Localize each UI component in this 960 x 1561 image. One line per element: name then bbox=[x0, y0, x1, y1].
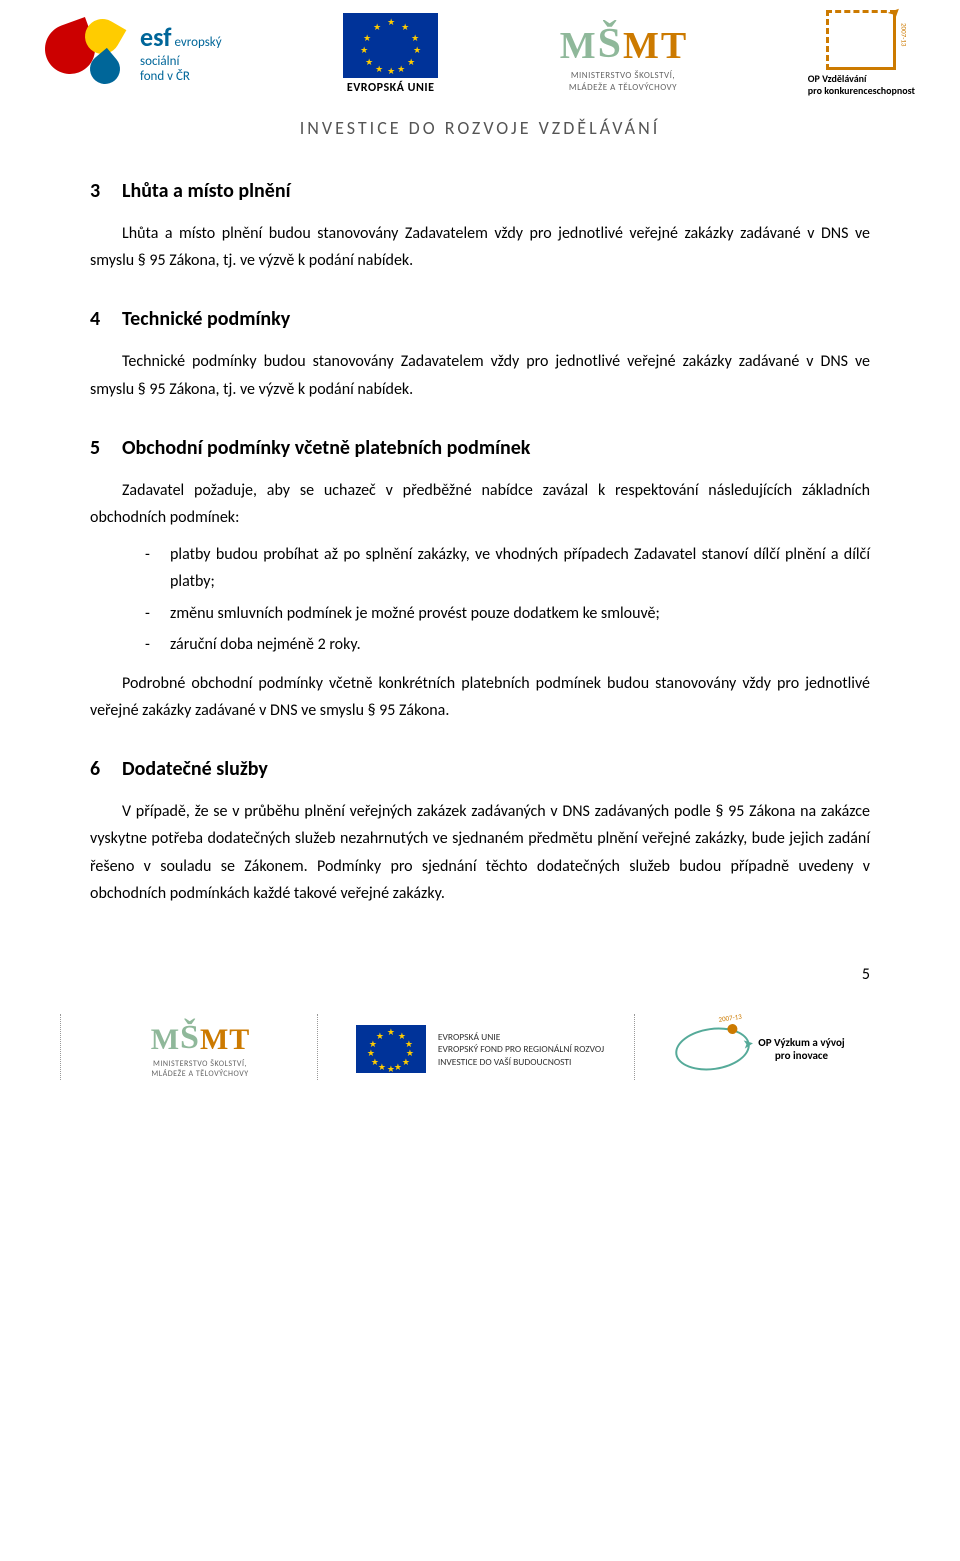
footer-eu-flag-icon: ★ ★ ★ ★ ★ ★ ★ ★ ★ ★ ★ ★ bbox=[356, 1025, 426, 1073]
section-6-p1: V případě, že se v průběhu plnění veřejn… bbox=[90, 798, 870, 907]
esf-line2: sociální bbox=[140, 54, 222, 70]
section-4-p1: Technické podmínky budou stanovovány Zad… bbox=[90, 348, 870, 402]
footer-opvv: 2007-13 OP Výzkum a vývoj pro inovace bbox=[620, 1028, 900, 1070]
opvk-text: OP Vzdělávání pro konkurenceschopnost bbox=[808, 73, 915, 97]
esf-line3: fond v ČR bbox=[140, 69, 222, 85]
opvv-l2: pro inovace bbox=[758, 1049, 844, 1062]
heading-4-title: Technické podmínky bbox=[122, 302, 290, 336]
eu-flag-icon: ★ ★ ★ ★ ★ ★ ★ ★ ★ ★ ★ ★ bbox=[343, 13, 438, 78]
msmt-symbol-icon: MŠMT bbox=[560, 13, 686, 68]
list-item: změnu smluvních podmínek je možné provés… bbox=[145, 600, 870, 627]
section-5-p2: Podrobné obchodní podmínky včetně konkré… bbox=[90, 670, 870, 724]
section-3: 3 Lhůta a místo plnění Lhůta a místo pln… bbox=[90, 174, 870, 274]
footer-msmt-l2: MLÁDEŽE A TĚLOVÝCHOVY bbox=[151, 1069, 248, 1079]
footer-eu-l1: EVROPSKÁ UNIE bbox=[438, 1031, 604, 1043]
footer-eu-l2: EVROPSKÝ FOND PRO REGIONÁLNÍ ROZVOJ bbox=[438, 1043, 604, 1055]
heading-3-title: Lhůta a místo plnění bbox=[122, 174, 291, 208]
heading-4-num: 4 bbox=[90, 302, 104, 336]
eu-label: EVROPSKÁ UNIE bbox=[347, 81, 435, 95]
opvv-year: 2007-13 bbox=[718, 1012, 742, 1024]
opvk-logo: 2007-13 OP Vzdělávání pro konkurencescho… bbox=[808, 10, 915, 97]
page: esfevropský sociální fond v ČR ★ ★ ★ ★ ★… bbox=[0, 0, 960, 1100]
heading-6-num: 6 bbox=[90, 752, 104, 786]
section-5-list: platby budou probíhat až po splnění zaká… bbox=[90, 541, 870, 658]
esf-logo: esfevropský sociální fond v ČR bbox=[45, 19, 222, 89]
opvk-square-icon: 2007-13 bbox=[826, 10, 896, 70]
opvv-l1: OP Výzkum a vývoj bbox=[758, 1036, 844, 1049]
msmt-line1: MINISTERSTVO ŠKOLSTVÍ, bbox=[569, 70, 677, 82]
page-number: 5 bbox=[0, 965, 960, 984]
header-logo-row: esfevropský sociální fond v ČR ★ ★ ★ ★ ★… bbox=[0, 0, 960, 102]
heading-3: 3 Lhůta a místo plnění bbox=[90, 174, 870, 208]
heading-3-num: 3 bbox=[90, 174, 104, 208]
opvv-ellipse-icon: 2007-13 bbox=[673, 1023, 753, 1075]
section-3-p1: Lhůta a místo plnění budou stanovovány Z… bbox=[90, 220, 870, 274]
footer-msmt-text: MINISTERSTVO ŠKOLSTVÍ, MLÁDEŽE A TĚLOVÝC… bbox=[151, 1059, 248, 1080]
heading-5-num: 5 bbox=[90, 431, 104, 465]
msmt-line2: MLÁDEŽE A TĚLOVÝCHOVY bbox=[569, 82, 677, 94]
document-content: 3 Lhůta a místo plnění Lhůta a místo pln… bbox=[0, 164, 960, 955]
esf-text: esfevropský sociální fond v ČR bbox=[140, 22, 222, 84]
heading-6: 6 Dodatečné služby bbox=[90, 752, 870, 786]
heading-6-title: Dodatečné služby bbox=[122, 752, 268, 786]
esf-swoosh-icon bbox=[45, 19, 130, 89]
list-item: záruční doba nejméně 2 roky. bbox=[145, 631, 870, 658]
heading-5-title: Obchodní podmínky včetně platebních podm… bbox=[122, 431, 530, 465]
footer-eu: ★ ★ ★ ★ ★ ★ ★ ★ ★ ★ ★ ★ EVROPSKÁ UNIE EV… bbox=[340, 1025, 620, 1073]
msmt-text: MINISTERSTVO ŠKOLSTVÍ, MLÁDEŽE A TĚLOVÝC… bbox=[569, 70, 677, 93]
opvk-line2: pro konkurenceschopnost bbox=[808, 85, 915, 97]
heading-4: 4 Technické podmínky bbox=[90, 302, 870, 336]
section-5: 5 Obchodní podmínky včetně platebních po… bbox=[90, 431, 870, 725]
footer-msmt: M Š M T MINISTERSTVO ŠKOLSTVÍ, MLÁDEŽE A… bbox=[60, 1019, 340, 1080]
opvv-text: OP Výzkum a vývoj pro inovace bbox=[758, 1036, 844, 1062]
list-item: platby budou probíhat až po splnění zaká… bbox=[145, 541, 870, 595]
footer-msmt-icon: M Š M T bbox=[151, 1019, 250, 1057]
footer-msmt-l1: MINISTERSTVO ŠKOLSTVÍ, bbox=[151, 1059, 248, 1069]
eu-logo: ★ ★ ★ ★ ★ ★ ★ ★ ★ ★ ★ ★ EVROPSKÁ UNIE bbox=[343, 13, 438, 95]
esf-line1: evropský bbox=[174, 35, 221, 50]
section-5-p1: Zadavatel požaduje, aby se uchazeč v pře… bbox=[90, 477, 870, 531]
esf-big: esf bbox=[140, 22, 171, 53]
header-tagline: INVESTICE DO ROZVOJE VZDĚLÁVÁNÍ bbox=[0, 102, 960, 164]
opvk-side: 2007-13 bbox=[899, 23, 908, 46]
section-6: 6 Dodatečné služby V případě, že se v pr… bbox=[90, 752, 870, 907]
footer-eu-l3: INVESTICE DO VAŠÍ BUDOUCNOSTI bbox=[438, 1056, 604, 1068]
heading-5: 5 Obchodní podmínky včetně platebních po… bbox=[90, 431, 870, 465]
msmt-logo: MŠMT MINISTERSTVO ŠKOLSTVÍ, MLÁDEŽE A TĚ… bbox=[560, 13, 686, 93]
footer-logo-row: M Š M T MINISTERSTVO ŠKOLSTVÍ, MLÁDEŽE A… bbox=[0, 984, 960, 1100]
footer-eu-text: EVROPSKÁ UNIE EVROPSKÝ FOND PRO REGIONÁL… bbox=[438, 1031, 604, 1068]
section-4: 4 Technické podmínky Technické podmínky … bbox=[90, 302, 870, 402]
